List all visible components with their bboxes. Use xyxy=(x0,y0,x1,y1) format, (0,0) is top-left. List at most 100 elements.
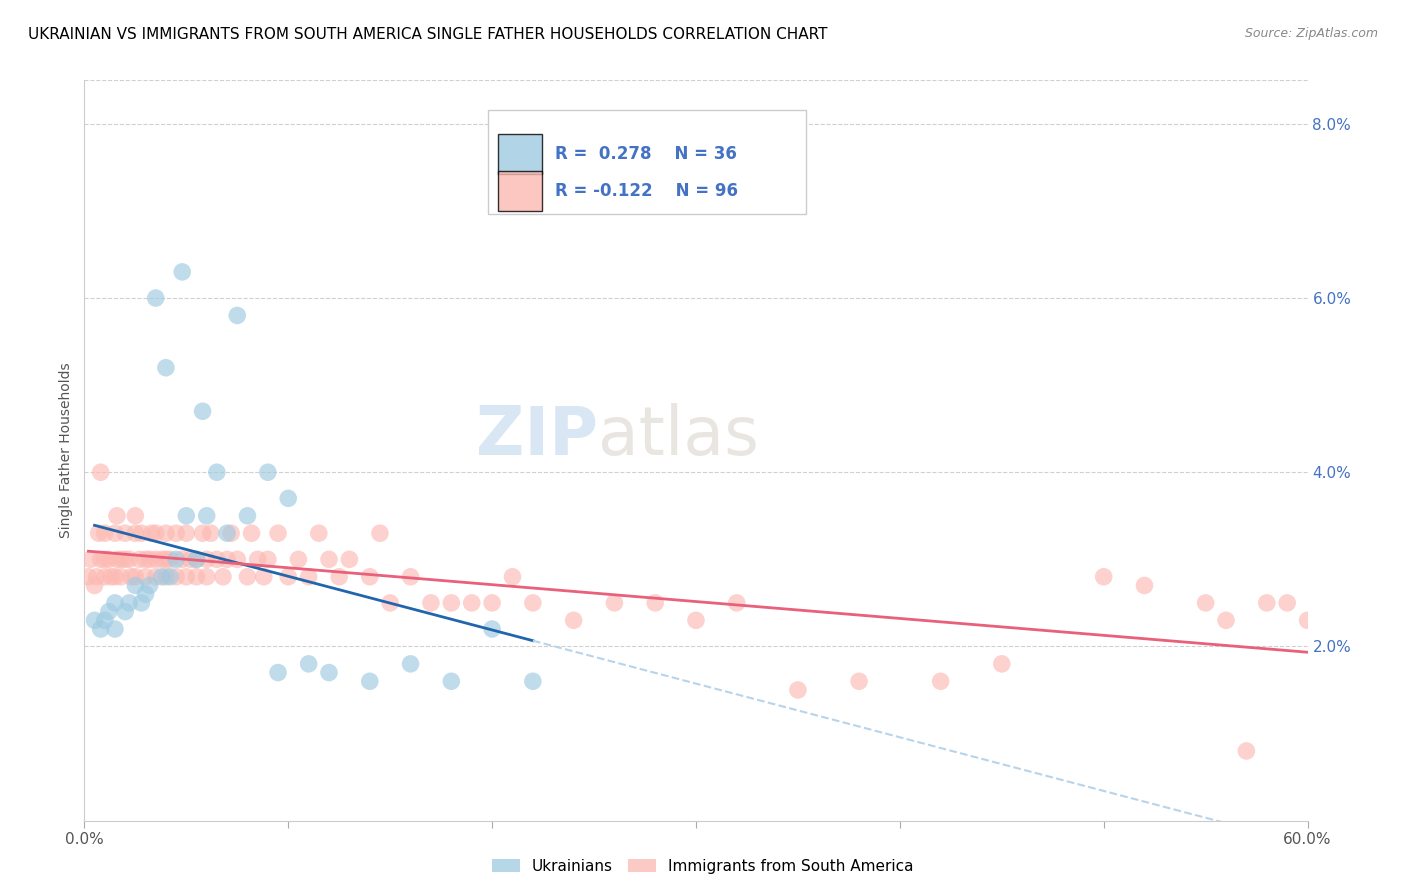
Point xyxy=(287,552,309,566)
Point xyxy=(380,596,402,610)
FancyBboxPatch shape xyxy=(498,171,541,211)
Point xyxy=(172,552,194,566)
Point xyxy=(298,657,321,671)
Point xyxy=(1215,613,1237,627)
Point xyxy=(93,570,115,584)
Point xyxy=(110,570,132,584)
Point xyxy=(257,465,280,479)
Text: ZIP: ZIP xyxy=(477,402,598,468)
Point xyxy=(440,596,463,610)
Point xyxy=(174,570,197,584)
Point xyxy=(150,552,173,566)
Y-axis label: Single Father Households: Single Father Households xyxy=(59,363,73,538)
Point xyxy=(145,570,167,584)
Point xyxy=(219,526,242,541)
Point xyxy=(135,570,157,584)
Point xyxy=(124,526,146,541)
Point xyxy=(155,360,177,375)
Point xyxy=(502,570,524,584)
Point xyxy=(174,508,197,523)
Point xyxy=(1195,596,1218,610)
Point xyxy=(205,552,228,566)
Point xyxy=(1133,578,1156,592)
Point xyxy=(562,613,585,627)
Point xyxy=(77,570,100,584)
Point xyxy=(195,552,218,566)
Point xyxy=(159,570,181,584)
Point xyxy=(93,552,115,566)
Point xyxy=(135,552,157,566)
Point xyxy=(277,570,299,584)
Point xyxy=(603,596,626,610)
Point xyxy=(929,674,952,689)
Point xyxy=(644,596,666,610)
Point xyxy=(240,526,263,541)
Point xyxy=(97,605,120,619)
Point xyxy=(236,508,259,523)
Point xyxy=(848,674,870,689)
Point xyxy=(267,526,290,541)
Point xyxy=(105,552,128,566)
Point xyxy=(179,552,201,566)
Text: UKRAINIAN VS IMMIGRANTS FROM SOUTH AMERICA SINGLE FATHER HOUSEHOLDS CORRELATION : UKRAINIAN VS IMMIGRANTS FROM SOUTH AMERI… xyxy=(28,27,828,42)
Point xyxy=(186,552,208,566)
Point xyxy=(318,552,340,566)
Point xyxy=(191,526,214,541)
Point xyxy=(104,596,127,610)
Point xyxy=(195,570,218,584)
Point xyxy=(308,526,330,541)
Point xyxy=(138,578,160,592)
Point xyxy=(298,570,321,584)
Point xyxy=(114,526,136,541)
Point xyxy=(787,683,810,698)
Point xyxy=(135,587,157,601)
Point xyxy=(246,552,269,566)
Point xyxy=(100,570,122,584)
Point xyxy=(83,613,105,627)
Point xyxy=(87,526,110,541)
Point xyxy=(368,526,391,541)
Point xyxy=(124,570,146,584)
Point xyxy=(440,674,463,689)
Point xyxy=(200,526,222,541)
Point xyxy=(155,552,177,566)
Point xyxy=(1296,613,1319,627)
Point xyxy=(191,404,214,418)
Point xyxy=(522,674,544,689)
Point xyxy=(318,665,340,680)
Point xyxy=(399,657,422,671)
Point xyxy=(725,596,748,610)
Point xyxy=(1277,596,1299,610)
Point xyxy=(226,309,249,323)
Point xyxy=(481,596,503,610)
Point xyxy=(118,596,141,610)
Point xyxy=(104,622,127,636)
Point xyxy=(141,526,163,541)
Point xyxy=(461,596,484,610)
Point xyxy=(145,552,167,566)
Point xyxy=(120,570,142,584)
FancyBboxPatch shape xyxy=(498,135,541,174)
Point xyxy=(217,526,239,541)
Point xyxy=(481,622,503,636)
Point xyxy=(118,552,141,566)
Point xyxy=(226,552,249,566)
Point xyxy=(90,465,112,479)
Point xyxy=(145,291,167,305)
Point xyxy=(277,491,299,506)
Point xyxy=(186,570,208,584)
Legend: Ukrainians, Immigrants from South America: Ukrainians, Immigrants from South Americ… xyxy=(486,853,920,880)
Text: R = -0.122    N = 96: R = -0.122 N = 96 xyxy=(555,182,738,201)
Point xyxy=(205,465,228,479)
Point xyxy=(1256,596,1278,610)
Point xyxy=(195,508,218,523)
Point xyxy=(174,526,197,541)
Point xyxy=(1092,570,1115,584)
Point xyxy=(105,508,128,523)
Point xyxy=(104,526,127,541)
Point xyxy=(217,552,239,566)
Point xyxy=(93,613,115,627)
Point xyxy=(104,570,127,584)
Point xyxy=(124,578,146,592)
Point xyxy=(145,526,167,541)
